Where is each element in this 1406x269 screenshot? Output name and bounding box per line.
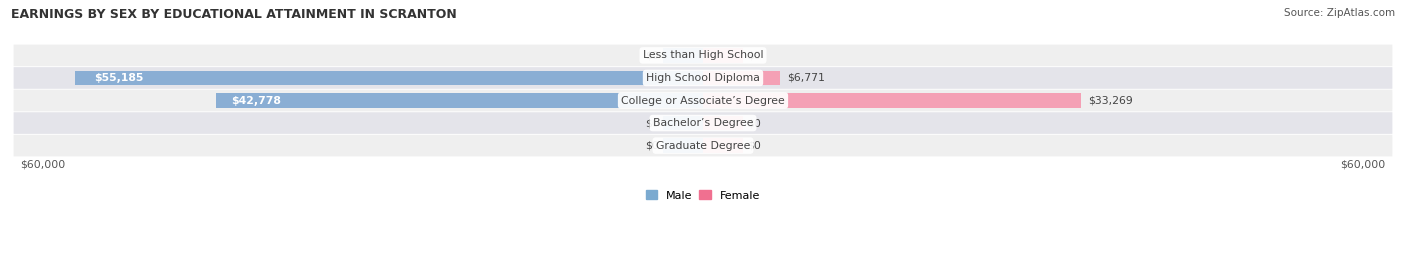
Bar [664, 138, 703, 153]
Text: Less than High School: Less than High School [643, 50, 763, 61]
Text: $0: $0 [748, 118, 761, 128]
Text: Bachelor’s Degree: Bachelor’s Degree [652, 118, 754, 128]
Bar [703, 138, 742, 153]
Text: $60,000: $60,000 [21, 160, 66, 169]
Text: $0: $0 [645, 50, 658, 61]
Bar [703, 71, 780, 85]
Bar [664, 48, 703, 63]
Text: $33,269: $33,269 [1088, 95, 1133, 105]
Text: $0: $0 [748, 50, 761, 61]
FancyBboxPatch shape [14, 90, 1392, 111]
Text: Graduate Degree: Graduate Degree [655, 141, 751, 151]
Bar [703, 48, 742, 63]
Text: $0: $0 [645, 141, 658, 151]
Bar [664, 116, 703, 130]
Text: $55,185: $55,185 [94, 73, 143, 83]
Text: College or Associate’s Degree: College or Associate’s Degree [621, 95, 785, 105]
Bar [76, 71, 703, 85]
Text: $60,000: $60,000 [1340, 160, 1385, 169]
Bar [703, 116, 742, 130]
Text: EARNINGS BY SEX BY EDUCATIONAL ATTAINMENT IN SCRANTON: EARNINGS BY SEX BY EDUCATIONAL ATTAINMEN… [11, 8, 457, 21]
Text: $0: $0 [645, 118, 658, 128]
Bar [703, 93, 1081, 108]
Text: High School Diploma: High School Diploma [647, 73, 759, 83]
FancyBboxPatch shape [14, 67, 1392, 89]
FancyBboxPatch shape [14, 45, 1392, 66]
Text: $0: $0 [748, 141, 761, 151]
Text: $6,771: $6,771 [787, 73, 825, 83]
Legend: Male, Female: Male, Female [644, 188, 762, 203]
Text: Source: ZipAtlas.com: Source: ZipAtlas.com [1284, 8, 1395, 18]
FancyBboxPatch shape [14, 135, 1392, 156]
Text: $42,778: $42,778 [231, 95, 281, 105]
FancyBboxPatch shape [14, 112, 1392, 134]
Bar [217, 93, 703, 108]
